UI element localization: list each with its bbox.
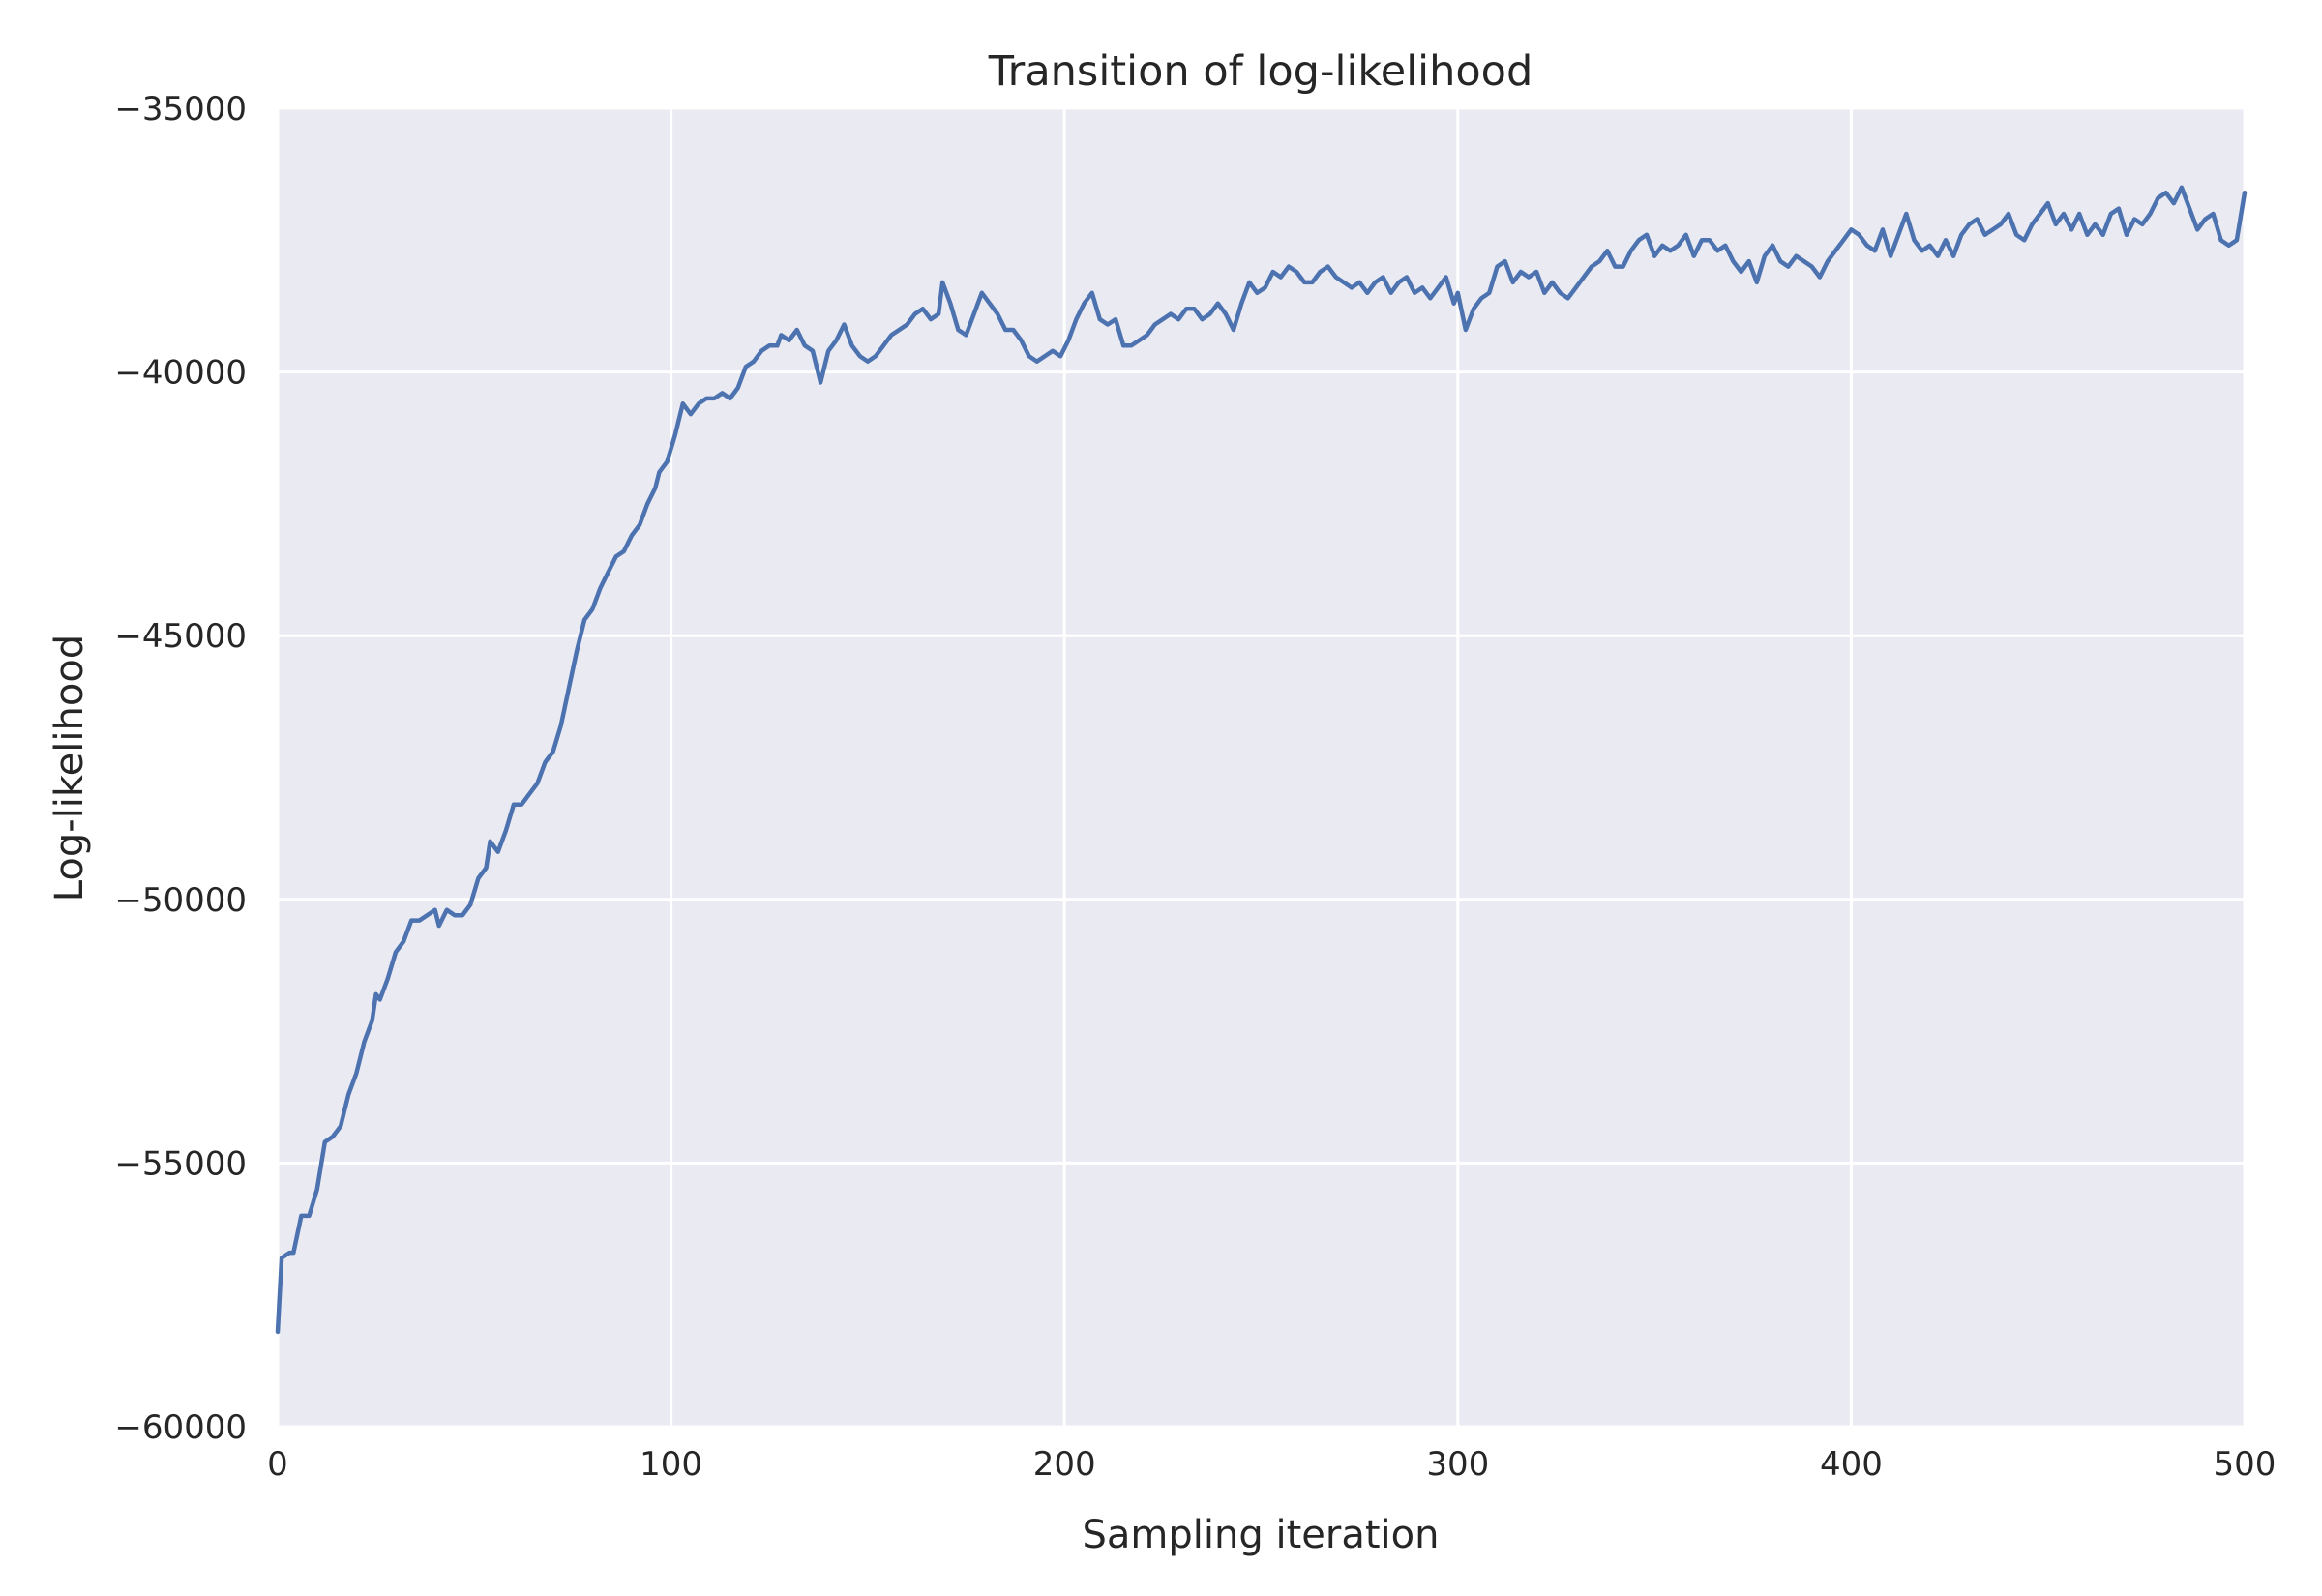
grid-lines xyxy=(276,106,2247,1429)
y-tick-label-2: −50000 xyxy=(114,881,247,920)
chart-title: Transition of log-likelihood xyxy=(988,47,1533,96)
series-line-0 xyxy=(275,185,2248,1335)
y-tick-label-4: −40000 xyxy=(114,354,247,393)
x-tick-label-4: 400 xyxy=(1820,1445,1883,1484)
x-axis-title: Sampling iteration xyxy=(1083,1513,1440,1557)
y-tick-label-3: −45000 xyxy=(114,617,247,656)
y-tick-label-5: −35000 xyxy=(114,90,247,129)
x-tick-label-1: 100 xyxy=(640,1445,702,1484)
y-axis-title: Log-likelihood xyxy=(47,635,92,901)
y-tick-label-0: −60000 xyxy=(114,1408,247,1447)
x-tick-label-0: 0 xyxy=(267,1445,288,1484)
plot-background xyxy=(278,108,2245,1427)
y-tick-label-1: −55000 xyxy=(114,1144,247,1183)
y-tick-labels: −60000 −55000 −50000 −45000 −40000 −35000 xyxy=(114,90,247,1447)
series-layer xyxy=(275,185,2248,1335)
x-tick-label-2: 200 xyxy=(1033,1445,1096,1484)
x-tick-label-5: 500 xyxy=(2214,1445,2277,1484)
x-tick-labels: 0 100 200 300 400 500 xyxy=(267,1445,2276,1484)
x-tick-label-3: 300 xyxy=(1426,1445,1489,1484)
